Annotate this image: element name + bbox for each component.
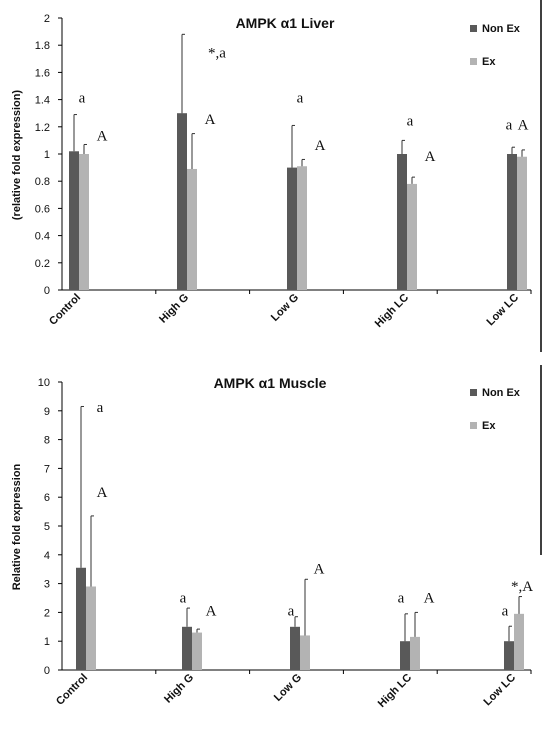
significance-label: a — [407, 113, 414, 129]
bar — [76, 567, 86, 670]
y-tick-label: 1.2 — [35, 122, 50, 134]
bar — [400, 641, 410, 670]
y-tick-label: 9 — [44, 406, 50, 418]
y-tick-label: 8 — [44, 435, 50, 447]
bar — [517, 156, 527, 290]
significance-label: *,A — [511, 579, 533, 595]
bar — [182, 626, 192, 670]
legend-swatch — [470, 422, 477, 429]
liver-chart: AMPK α1 Liver (relative fold expression) 0… — [11, 13, 532, 330]
bar — [514, 613, 524, 670]
muscle-chart: AMPK α1 Muscle Relative fold expression 0 1… — [11, 375, 533, 710]
bar — [504, 641, 514, 670]
significance-label: a — [506, 118, 513, 134]
significance-label: a — [180, 590, 187, 606]
significance-label: A — [314, 562, 325, 578]
y-tick-label: 2 — [44, 607, 50, 619]
y-axis-title: Relative fold expression — [11, 463, 23, 590]
category-label: Low LC — [485, 292, 522, 329]
y-tick-label: 0.2 — [35, 258, 50, 270]
category-label: High G — [157, 292, 191, 326]
y-tick-label: 0.8 — [35, 176, 50, 188]
y-tick-label: 0.4 — [35, 231, 50, 243]
y-tick-label: 10 — [38, 377, 50, 389]
bar — [177, 113, 187, 290]
significance-label: A — [205, 112, 216, 128]
y-tick-label: 1.4 — [35, 95, 50, 107]
bar — [300, 635, 310, 670]
bar — [290, 626, 300, 670]
bar — [287, 167, 297, 290]
chart-title: AMPK α1 Muscle — [214, 375, 327, 391]
legend-label: Non Ex — [482, 23, 521, 35]
chart-title: AMPK α1 Liver — [236, 15, 335, 31]
y-tick-label: 1.8 — [35, 40, 50, 52]
legend-swatch — [470, 389, 477, 396]
bar — [297, 166, 307, 290]
category-label: Low LC — [482, 672, 519, 709]
significance-label: A — [315, 138, 326, 154]
bar — [69, 151, 79, 290]
legend-label: Non Ex — [482, 387, 521, 399]
y-tick-label: 0 — [44, 285, 50, 297]
bar — [410, 636, 420, 670]
legend-swatch — [470, 25, 477, 32]
category-label: Low G — [269, 292, 301, 324]
y-tick-label: 1.6 — [35, 67, 50, 79]
y-tick-label: 0.6 — [35, 203, 50, 215]
significance-label: a — [502, 603, 509, 619]
y-tick-label: 1 — [44, 636, 50, 648]
y-tick-label: 7 — [44, 463, 50, 475]
y-tick-label: 5 — [44, 521, 50, 533]
bar — [187, 168, 197, 290]
category-label: Control — [47, 292, 83, 328]
y-axis-title: (relative fold expression) — [11, 90, 23, 221]
category-label: High G — [162, 672, 196, 706]
y-tick-label: 0 — [44, 665, 50, 677]
category-label: High LC — [376, 672, 414, 710]
significance-label: A — [425, 149, 436, 165]
bar — [86, 586, 96, 670]
significance-label: A — [97, 128, 108, 144]
significance-label: *,a — [208, 45, 226, 61]
significance-label: A — [97, 485, 108, 501]
significance-label: a — [97, 400, 104, 416]
y-tick-label: 4 — [44, 550, 50, 562]
legend-swatch — [470, 58, 477, 65]
legend-label: Ex — [482, 420, 496, 432]
significance-label: a — [297, 90, 304, 106]
bar — [79, 154, 89, 290]
y-tick-label: 2 — [44, 13, 50, 25]
y-tick-label: 3 — [44, 579, 50, 591]
significance-label: a — [79, 90, 86, 106]
significance-label: A — [518, 118, 529, 134]
category-label: High LC — [373, 292, 411, 330]
y-tick-label: 6 — [44, 492, 50, 504]
significance-label: A — [424, 590, 435, 606]
bar — [407, 183, 417, 290]
significance-label: a — [398, 590, 405, 606]
significance-label: A — [206, 603, 217, 619]
significance-label: a — [288, 603, 295, 619]
category-label: Low G — [272, 672, 304, 704]
bar — [507, 154, 517, 290]
bar — [397, 154, 407, 290]
bar — [192, 632, 202, 670]
legend-label: Ex — [482, 56, 496, 68]
category-label: Control — [54, 672, 90, 708]
y-tick-label: 1 — [44, 149, 50, 161]
